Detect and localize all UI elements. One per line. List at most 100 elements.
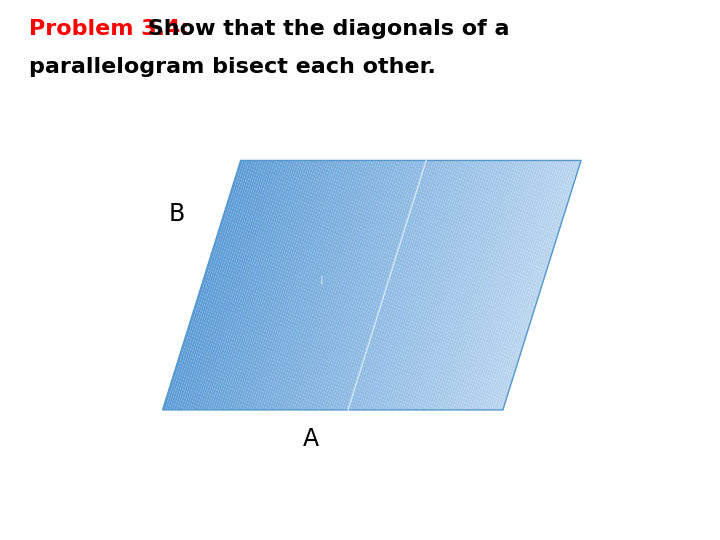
Polygon shape	[487, 160, 567, 410]
Polygon shape	[222, 160, 302, 410]
Text: Problem 3.4:: Problem 3.4:	[29, 19, 189, 39]
Polygon shape	[492, 160, 572, 410]
Polygon shape	[203, 160, 284, 410]
Polygon shape	[474, 160, 554, 410]
Polygon shape	[269, 160, 350, 410]
Polygon shape	[181, 160, 261, 410]
Polygon shape	[462, 160, 542, 410]
Polygon shape	[171, 160, 252, 410]
Polygon shape	[441, 160, 522, 410]
Polygon shape	[344, 160, 425, 410]
Polygon shape	[356, 160, 436, 410]
Polygon shape	[364, 160, 445, 410]
Polygon shape	[187, 160, 268, 410]
Polygon shape	[417, 160, 497, 410]
Polygon shape	[494, 160, 575, 410]
Polygon shape	[224, 160, 304, 410]
Polygon shape	[408, 160, 488, 410]
Polygon shape	[267, 160, 347, 410]
Polygon shape	[192, 160, 272, 410]
Polygon shape	[451, 160, 531, 410]
Polygon shape	[246, 160, 327, 410]
Polygon shape	[437, 160, 518, 410]
Polygon shape	[478, 160, 558, 410]
Polygon shape	[449, 160, 529, 410]
Polygon shape	[206, 160, 286, 410]
Polygon shape	[190, 160, 270, 410]
Polygon shape	[457, 160, 538, 410]
Polygon shape	[220, 160, 300, 410]
Polygon shape	[165, 160, 246, 410]
Polygon shape	[396, 160, 477, 410]
Polygon shape	[337, 160, 418, 410]
Polygon shape	[378, 160, 459, 410]
Polygon shape	[369, 160, 449, 410]
Polygon shape	[346, 160, 427, 410]
Polygon shape	[469, 160, 549, 410]
Polygon shape	[423, 160, 504, 410]
Polygon shape	[426, 160, 506, 410]
Polygon shape	[169, 160, 250, 410]
Polygon shape	[301, 160, 382, 410]
Polygon shape	[435, 160, 516, 410]
Polygon shape	[235, 160, 315, 410]
Polygon shape	[328, 160, 408, 410]
Polygon shape	[380, 160, 461, 410]
Polygon shape	[324, 160, 404, 410]
Polygon shape	[419, 160, 500, 410]
Polygon shape	[265, 160, 345, 410]
Polygon shape	[305, 160, 386, 410]
Polygon shape	[366, 160, 447, 410]
Polygon shape	[230, 160, 311, 410]
Polygon shape	[260, 160, 341, 410]
Polygon shape	[351, 160, 431, 410]
Polygon shape	[215, 160, 295, 410]
Polygon shape	[194, 160, 275, 410]
Polygon shape	[292, 160, 372, 410]
Polygon shape	[490, 160, 570, 410]
Polygon shape	[197, 160, 277, 410]
Polygon shape	[242, 160, 323, 410]
Polygon shape	[183, 160, 264, 410]
Polygon shape	[333, 160, 413, 410]
Polygon shape	[167, 160, 248, 410]
Polygon shape	[405, 160, 486, 410]
Polygon shape	[228, 160, 309, 410]
Polygon shape	[401, 160, 481, 410]
Text: B: B	[168, 202, 184, 226]
Polygon shape	[217, 160, 297, 410]
Polygon shape	[403, 160, 483, 410]
Polygon shape	[421, 160, 502, 410]
Polygon shape	[467, 160, 547, 410]
Polygon shape	[387, 160, 467, 410]
Polygon shape	[500, 160, 581, 410]
Polygon shape	[428, 160, 508, 410]
Polygon shape	[174, 160, 254, 410]
Polygon shape	[376, 160, 456, 410]
Polygon shape	[431, 160, 510, 410]
Polygon shape	[335, 160, 415, 410]
Polygon shape	[283, 160, 363, 410]
Polygon shape	[399, 160, 479, 410]
Polygon shape	[372, 160, 451, 410]
Polygon shape	[498, 160, 579, 410]
Polygon shape	[176, 160, 256, 410]
Polygon shape	[185, 160, 266, 410]
Polygon shape	[287, 160, 368, 410]
Polygon shape	[482, 160, 563, 410]
Polygon shape	[390, 160, 470, 410]
Polygon shape	[285, 160, 366, 410]
Polygon shape	[358, 160, 438, 410]
Polygon shape	[382, 160, 463, 410]
Polygon shape	[446, 160, 526, 410]
Polygon shape	[312, 160, 392, 410]
Polygon shape	[179, 160, 258, 410]
Polygon shape	[342, 160, 422, 410]
Polygon shape	[496, 160, 577, 410]
Polygon shape	[251, 160, 331, 410]
Polygon shape	[253, 160, 333, 410]
Polygon shape	[315, 160, 395, 410]
Polygon shape	[289, 160, 370, 410]
Polygon shape	[340, 160, 420, 410]
Polygon shape	[294, 160, 374, 410]
